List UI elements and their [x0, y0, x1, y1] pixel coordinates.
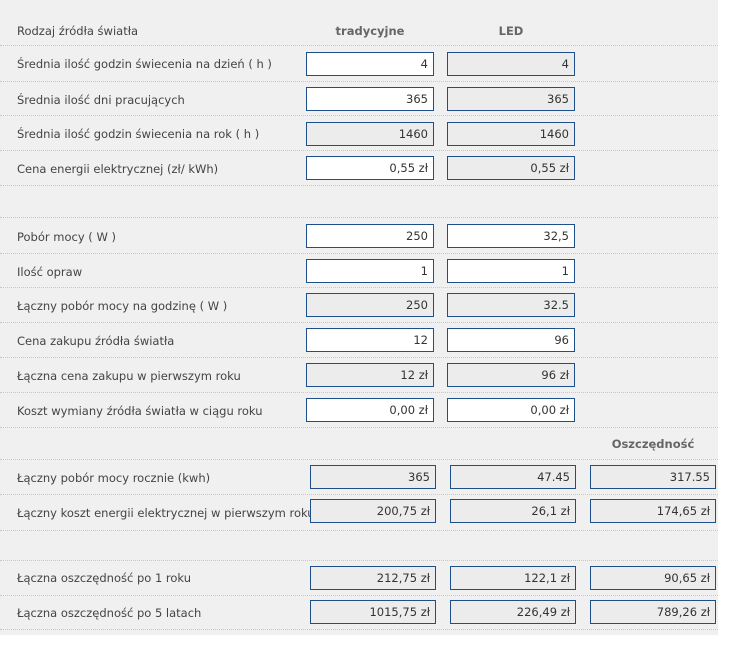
annual-consumption-traditional-value: 365 — [310, 465, 436, 489]
row-first-year-purchase: Łączna cena zakupu w pierwszym roku 12 z… — [0, 358, 718, 393]
row-label: Łączna oszczędność po 1 roku — [17, 571, 192, 585]
annual-consumption-led-value: 47.45 — [450, 465, 576, 489]
row-replacement-cost: Koszt wymiany źródła światła w ciągu rok… — [0, 393, 718, 428]
row-label: Ilość opraw — [17, 265, 83, 279]
column-header-traditional: tradycyjne — [335, 24, 405, 38]
replacement-cost-led-input[interactable]: 0,00 zł — [447, 398, 575, 422]
spacer-row — [0, 186, 718, 218]
led-savings-calculator: Rodzaj źródła światła tradycyjne LED Śre… — [0, 0, 718, 635]
annual-consumption-savings-value: 317.55 — [590, 465, 716, 489]
row-label: Łączny pobór mocy na godzinę ( W ) — [17, 299, 228, 313]
fixture-count-led-input[interactable]: 1 — [447, 259, 575, 283]
energy-price-traditional-input[interactable]: 0,55 zł — [306, 156, 434, 180]
savings-1-year-savings-value: 90,65 zł — [590, 566, 716, 590]
row-hours-per-day: Średnia ilość godzin świecenia na dzień … — [0, 46, 718, 82]
savings-1-year-traditional-value: 212,75 zł — [310, 566, 436, 590]
row-power-draw: Pobór mocy ( W ) 250 32,5 — [0, 218, 718, 254]
working-days-traditional-input[interactable]: 365 — [306, 87, 434, 111]
row-label: Łączny koszt energii elektrycznej w pier… — [17, 506, 315, 520]
row-savings-after-5-years: Łączna oszczędność po 5 latach 1015,75 z… — [0, 596, 718, 630]
hours-per-year-traditional-value: 1460 — [306, 122, 434, 146]
hours-per-year-led-value: 1460 — [447, 122, 575, 146]
row-first-year-energy-cost: Łączny koszt energii elektrycznej w pier… — [0, 495, 718, 531]
row-label: Pobór mocy ( W ) — [17, 230, 116, 244]
row-working-days: Średnia ilość dni pracujących 365 365 — [0, 82, 718, 116]
purchase-price-traditional-input[interactable]: 12 — [306, 328, 434, 352]
spacer-row — [0, 531, 718, 561]
row-label: Średnia ilość godzin świecenia na rok ( … — [17, 127, 260, 141]
row-label: Łączny pobór mocy rocznie (kwh) — [17, 471, 211, 485]
row-label: Średnia ilość dni pracujących — [17, 93, 185, 107]
source-type-label: Rodzaj źródła światła — [17, 24, 139, 38]
row-hours-per-year: Średnia ilość godzin świecenia na rok ( … — [0, 116, 718, 151]
row-purchase-price: Cena zakupu źródła światła 12 96 — [0, 323, 718, 358]
row-label: Łączna oszczędność po 5 latach — [17, 606, 202, 620]
power-per-hour-led-value: 32.5 — [447, 293, 575, 317]
power-per-hour-traditional-value: 250 — [306, 293, 434, 317]
savings-5-years-savings-value: 789,26 zł — [590, 600, 716, 624]
savings-1-year-led-value: 122,1 zł — [450, 566, 576, 590]
first-year-energy-cost-savings-value: 174,65 zł — [590, 499, 716, 523]
row-annual-consumption: Łączny pobór mocy rocznie (kwh) 365 47.4… — [0, 460, 718, 495]
first-year-energy-cost-traditional-value: 200,75 zł — [310, 499, 436, 523]
column-header-savings: Oszczędność — [611, 437, 695, 451]
purchase-price-led-input[interactable]: 96 — [447, 328, 575, 352]
row-label: Cena energii elektrycznej (zł/ kWh) — [17, 162, 219, 176]
savings-5-years-led-value: 226,49 zł — [450, 600, 576, 624]
first-year-energy-cost-led-value: 26,1 zł — [450, 499, 576, 523]
power-draw-led-input[interactable]: 32,5 — [447, 224, 575, 248]
first-year-purchase-led-value: 96 zł — [447, 363, 575, 387]
power-draw-traditional-input[interactable]: 250 — [306, 224, 434, 248]
row-savings-after-1-year: Łączna oszczędność po 1 roku 212,75 zł 1… — [0, 561, 718, 596]
column-header-led: LED — [498, 24, 524, 38]
row-label: Koszt wymiany źródła światła w ciągu rok… — [17, 404, 263, 418]
row-label: Cena zakupu źródła światła — [17, 334, 175, 348]
savings-5-years-traditional-value: 1015,75 zł — [310, 600, 436, 624]
row-label: Łączna cena zakupu w pierwszym roku — [17, 369, 241, 383]
fixture-count-traditional-input[interactable]: 1 — [306, 259, 434, 283]
row-label: Średnia ilość godzin świecenia na dzień … — [17, 57, 272, 71]
hours-per-day-traditional-input[interactable]: 4 — [306, 52, 434, 76]
savings-header-row: Oszczędność — [0, 428, 718, 460]
replacement-cost-traditional-input[interactable]: 0,00 zł — [306, 398, 434, 422]
energy-price-led-value: 0,55 zł — [447, 156, 575, 180]
working-days-led-value: 365 — [447, 87, 575, 111]
row-fixture-count: Ilość opraw 1 1 — [0, 254, 718, 288]
first-year-purchase-traditional-value: 12 zł — [306, 363, 434, 387]
hours-per-day-led-value: 4 — [447, 52, 575, 76]
row-power-per-hour: Łączny pobór mocy na godzinę ( W ) 250 3… — [0, 288, 718, 323]
row-energy-price: Cena energii elektrycznej (zł/ kWh) 0,55… — [0, 151, 718, 186]
header-row: Rodzaj źródła światła tradycyjne LED — [0, 14, 718, 46]
